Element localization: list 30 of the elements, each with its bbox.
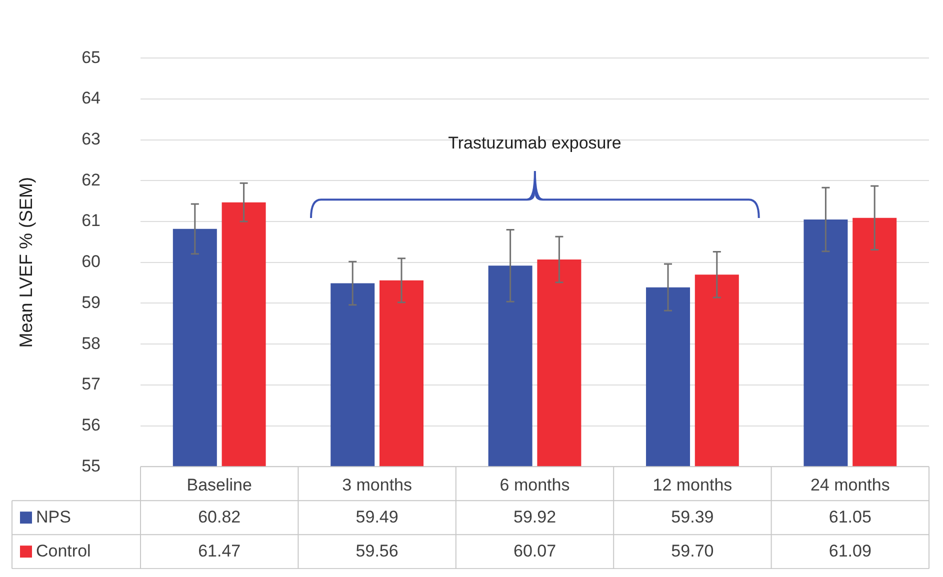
y-tick-label: 64 xyxy=(82,88,101,108)
x-tick-label: Baseline xyxy=(186,475,252,494)
y-axis-title: Mean LVEF % (SEM) xyxy=(16,177,36,348)
data-label: 61.47 xyxy=(198,541,241,560)
data-label: 59.56 xyxy=(356,541,398,560)
y-tick-label: 59 xyxy=(82,292,101,312)
y-tick-label: 56 xyxy=(82,415,101,434)
annotation: Trastuzumab exposure xyxy=(448,134,622,153)
y-tick-label: 58 xyxy=(82,334,101,353)
x-tick-label: 6 months xyxy=(500,475,570,494)
data-label: 60.07 xyxy=(513,541,556,560)
data-label: 59.39 xyxy=(671,507,714,526)
y-tick-label: 55 xyxy=(82,456,101,476)
x-tick-label: 3 months xyxy=(342,475,412,494)
y-tick-label: 63 xyxy=(82,130,101,149)
data-label: 61.05 xyxy=(828,507,872,526)
y-tick-label: 57 xyxy=(82,374,101,394)
legend-label: Control xyxy=(36,541,91,560)
data-label: 60.82 xyxy=(198,507,241,526)
data-label: 59.70 xyxy=(671,541,714,560)
legend-label: NPS xyxy=(36,507,71,526)
y-tick-label: 60 xyxy=(82,252,101,272)
x-tick-label: 24 months xyxy=(810,475,890,494)
data-label: 59.49 xyxy=(356,507,398,526)
data-label: 61.09 xyxy=(828,541,872,560)
y-tick-label: 61 xyxy=(82,211,101,230)
y-tick-label: 65 xyxy=(82,48,101,67)
data-label: 59.92 xyxy=(513,507,556,526)
x-tick-label: 12 months xyxy=(652,475,732,494)
y-tick-label: 62 xyxy=(82,170,101,190)
